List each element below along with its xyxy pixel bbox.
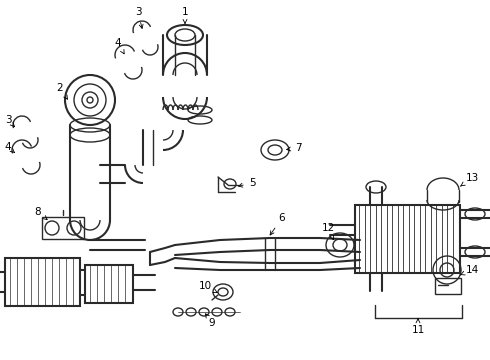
Bar <box>85 265 133 303</box>
Text: 4: 4 <box>115 38 124 54</box>
Text: 7: 7 <box>287 143 301 153</box>
Bar <box>355 205 460 273</box>
Text: 14: 14 <box>460 265 479 275</box>
Text: 12: 12 <box>321 223 335 240</box>
Text: 10: 10 <box>198 281 217 293</box>
Text: 1: 1 <box>182 7 188 23</box>
Bar <box>42 217 84 239</box>
Text: 13: 13 <box>460 173 479 186</box>
Text: 11: 11 <box>412 319 425 335</box>
Text: 8: 8 <box>35 207 47 220</box>
Text: 2: 2 <box>57 83 68 99</box>
Bar <box>435 278 461 294</box>
Text: 3: 3 <box>135 7 143 28</box>
Text: 5: 5 <box>239 178 255 188</box>
Text: 9: 9 <box>205 314 215 328</box>
Bar <box>5 258 80 306</box>
Text: 4: 4 <box>5 142 14 153</box>
Text: 3: 3 <box>5 115 14 126</box>
Text: 6: 6 <box>270 213 285 235</box>
